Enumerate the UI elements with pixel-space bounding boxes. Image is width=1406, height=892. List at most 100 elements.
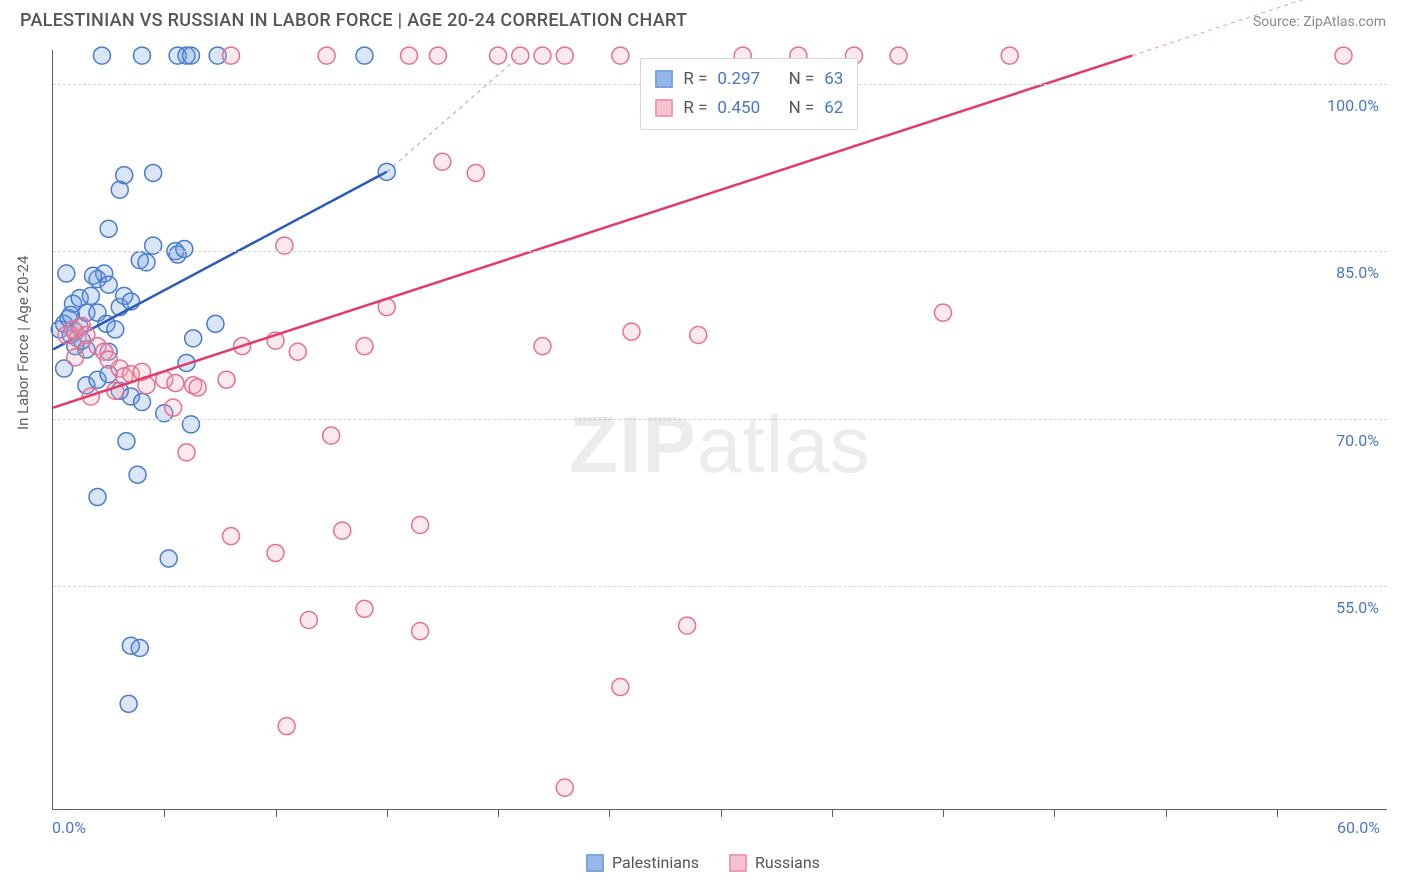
y-axis-label: In Labor Force | Age 20-24 (14, 256, 32, 430)
legend-label: Russians (755, 853, 820, 872)
data-point (935, 304, 952, 321)
x-axis-labels: 0.0% 60.0% (52, 818, 1387, 848)
data-point (318, 47, 335, 64)
y-tick-label: 85.0% (1336, 263, 1379, 282)
data-point (100, 276, 117, 293)
data-point (116, 167, 133, 184)
data-point (490, 47, 507, 64)
data-point (165, 399, 182, 416)
x-tick (1054, 809, 1055, 817)
x-tick (721, 809, 722, 817)
legend-item: Russians (729, 853, 820, 872)
data-point (182, 47, 199, 64)
data-point (89, 489, 106, 506)
data-point (93, 47, 110, 64)
data-point (512, 47, 529, 64)
data-point (890, 47, 907, 64)
x-tick (276, 809, 277, 817)
data-point (223, 47, 240, 64)
data-point (85, 267, 102, 284)
y-tick-label: 70.0% (1336, 431, 1379, 450)
data-point (67, 349, 84, 366)
data-point (556, 47, 573, 64)
data-point (134, 47, 151, 64)
x-tick (832, 809, 833, 817)
data-point (167, 375, 184, 392)
data-point (82, 287, 99, 304)
legend-swatch-icon (655, 70, 673, 88)
data-point (429, 47, 446, 64)
data-point (138, 254, 155, 271)
gridline (53, 586, 1387, 587)
series-legend: Palestinians Russians (0, 853, 1406, 872)
data-point (131, 639, 148, 656)
data-point (207, 315, 224, 332)
data-point (145, 164, 162, 181)
chart-plot-area: ZIPatlas R =0.297 N =63R =0.450 N =62 55… (52, 50, 1387, 810)
legend-swatch-icon (729, 854, 747, 872)
x-tick (1166, 809, 1167, 817)
scatter-plot-svg (53, 50, 1387, 809)
legend-item: Palestinians (586, 853, 699, 872)
legend-swatch-icon (586, 854, 604, 872)
data-point (118, 433, 135, 450)
data-point (679, 617, 696, 634)
y-tick-label: 100.0% (1327, 96, 1379, 115)
correlation-legend-row: R =0.450 N =62 (655, 94, 843, 123)
data-point (176, 240, 193, 257)
data-point (534, 338, 551, 355)
data-point (356, 338, 373, 355)
data-point (334, 522, 351, 539)
data-point (412, 517, 429, 534)
data-point (1335, 47, 1352, 64)
x-tick (387, 809, 388, 817)
data-point (289, 343, 306, 360)
chart-source: Source: ZipAtlas.com (1253, 14, 1386, 30)
x-tick (498, 809, 499, 817)
data-point (223, 528, 240, 545)
x-tick (609, 809, 610, 817)
data-point (160, 550, 177, 567)
gridline (53, 251, 1387, 252)
data-point (189, 379, 206, 396)
data-point (467, 164, 484, 181)
data-point (178, 444, 195, 461)
legend-swatch-icon (655, 99, 673, 117)
data-point (534, 47, 551, 64)
chart-header: PALESTINIAN VS RUSSIAN IN LABOR FORCE | … (0, 0, 1406, 37)
x-tick-label: 0.0% (52, 818, 86, 837)
data-point (267, 544, 284, 561)
legend-label: Palestinians (612, 853, 699, 872)
data-point (356, 600, 373, 617)
trend-line (53, 56, 1132, 408)
data-point (612, 47, 629, 64)
trend-line-dashed (387, 56, 521, 172)
y-tick-label: 55.0% (1336, 598, 1379, 617)
data-point (612, 679, 629, 696)
data-point (323, 427, 340, 444)
gridline (53, 419, 1387, 420)
data-point (58, 265, 75, 282)
data-point (1001, 47, 1018, 64)
data-point (623, 323, 640, 340)
data-point (107, 321, 124, 338)
data-point (218, 371, 235, 388)
data-point (278, 718, 295, 735)
data-point (690, 327, 707, 344)
x-tick (1277, 809, 1278, 817)
data-point (412, 623, 429, 640)
x-tick-label: 60.0% (1337, 818, 1380, 837)
data-point (100, 220, 117, 237)
data-point (556, 779, 573, 796)
data-point (129, 466, 146, 483)
data-point (300, 612, 317, 629)
correlation-legend-row: R =0.297 N =63 (655, 65, 843, 94)
x-tick (943, 809, 944, 817)
data-point (185, 330, 202, 347)
data-point (134, 394, 151, 411)
data-point (434, 153, 451, 170)
chart-title: PALESTINIAN VS RUSSIAN IN LABOR FORCE | … (20, 10, 687, 31)
x-tick (164, 809, 165, 817)
data-point (356, 47, 373, 64)
data-point (120, 695, 137, 712)
